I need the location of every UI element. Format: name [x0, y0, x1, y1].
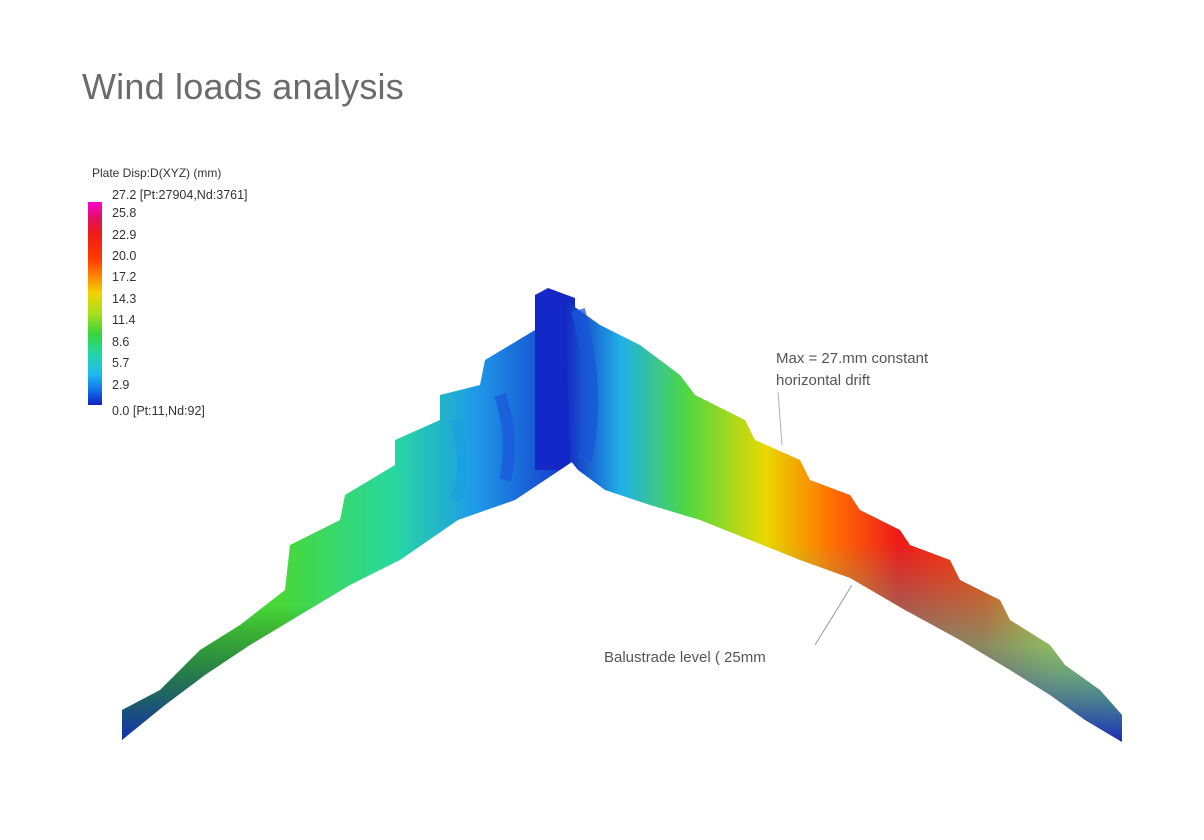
balustrade-leader [814, 584, 853, 646]
legend-tick: 8.6 [112, 335, 130, 349]
legend-color-bar [88, 202, 102, 405]
legend-tick: 14.3 [112, 292, 137, 306]
legend-max-label: 27.2 [Pt:27904,Nd:3761] [112, 188, 248, 202]
legend-tick: 2.9 [112, 378, 130, 392]
right-wing [565, 300, 1122, 742]
legend-min-label: 0.0 [Pt:11,Nd:92] [112, 404, 205, 418]
left-wing [122, 290, 575, 740]
page-title: Wind loads analysis [82, 66, 404, 107]
legend-tick: 17.2 [112, 270, 137, 284]
legend-tick: 11.4 [112, 313, 136, 327]
max-drift-annotation: Max = 27.mm constant horizontal drift [776, 348, 928, 392]
legend-tick: 20.0 [112, 249, 137, 263]
max-drift-leader [777, 391, 783, 446]
max-drift-line-1: Max = 27.mm constant [776, 350, 929, 367]
legend-title: Plate Disp:D(XYZ) (mm) [92, 166, 222, 180]
legend-tick: 25.8 [112, 206, 137, 220]
legend-tick: 5.7 [112, 356, 130, 370]
balustrade-annotation: Balustrade level ( 25mm [604, 649, 766, 666]
legend-tick: 22.9 [112, 228, 137, 242]
ridge-column [535, 288, 575, 470]
max-drift-line-2: horizontal drift [776, 372, 871, 389]
